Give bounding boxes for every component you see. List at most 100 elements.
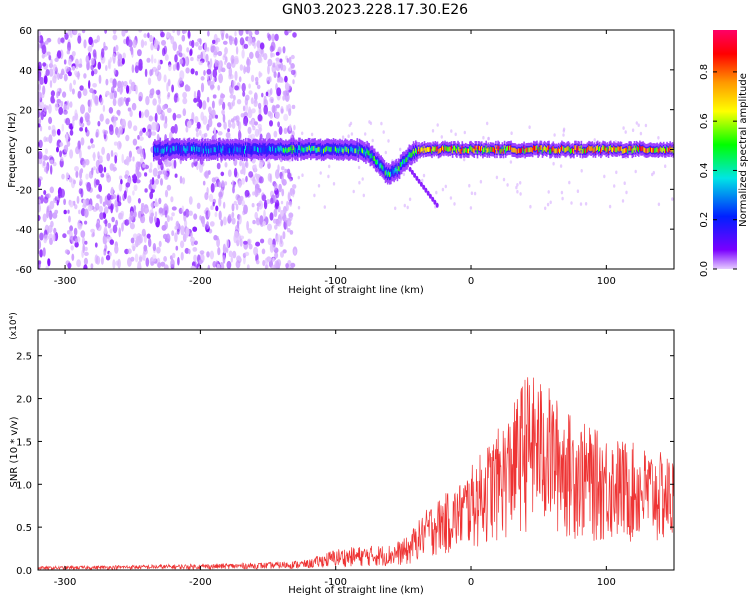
spectrogram-cell: [431, 196, 435, 202]
spectrogram-cell: [163, 203, 168, 214]
spectrogram-cell: [234, 37, 238, 46]
spectrogram-cell: [137, 135, 140, 140]
spectrogram-cell: [66, 140, 71, 147]
spectrogram-cell: [189, 147, 192, 153]
spectrogram-cell: [580, 169, 583, 173]
spectrogram-cell: [118, 142, 122, 149]
spectrogram-cell: [261, 194, 267, 202]
spectrogram-cell: [275, 51, 280, 56]
spectrogram-cell: [157, 174, 161, 179]
spectrogram-cell: [85, 55, 90, 64]
spectrogram-cell: [149, 34, 153, 43]
spectrogram-cell: [378, 161, 380, 167]
spectrogram-cell: [160, 31, 165, 38]
spectrogram-cell: [64, 65, 70, 73]
spectrogram-cell: [171, 230, 175, 237]
spectrogram-cell: [341, 147, 343, 152]
spectrogram-cell: [119, 85, 123, 95]
spectrogram-cell: [144, 68, 148, 78]
spectrogram-cell: [238, 214, 242, 225]
spectrogram-cell: [128, 150, 132, 159]
spectrogram-cell: [207, 264, 211, 269]
spectrogram-cell: [66, 172, 70, 179]
spectrogram-cell: [83, 257, 88, 265]
spectrogram-cell: [193, 90, 197, 101]
spectrogram-cell: [199, 38, 202, 45]
spectrogram-cell: [102, 104, 106, 113]
spectrogram-cell: [216, 263, 221, 269]
spectrogram-cell: [210, 45, 215, 53]
spectrogram-cell: [44, 40, 49, 45]
spectrogram-cell: [204, 132, 208, 138]
spectrogram-cell: [131, 243, 137, 250]
spectrogram-cell: [246, 149, 248, 154]
spectrogram-cell: [130, 256, 135, 262]
spectrogram-cell: [145, 95, 150, 106]
spectrogram-cell: [234, 230, 239, 240]
spectrogram-cell: [84, 246, 88, 252]
spectrogram-cell: [161, 39, 166, 46]
spectrogram-cell: [286, 58, 289, 63]
spectrogram-cell: [261, 148, 263, 153]
spectrogram-cell: [165, 233, 171, 244]
spectrogram-cell: [203, 70, 206, 76]
spectrogram-cell: [95, 179, 100, 186]
spectrogram-cell: [280, 235, 283, 245]
spectrogram-cell: [95, 202, 100, 211]
snr-y-label: SNR (10 * v/v): [9, 416, 20, 487]
colorbar-label: Normalized spectral amplitude: [738, 73, 749, 227]
spectrogram-cell: [155, 178, 159, 185]
spectrogram-cell: [220, 93, 226, 99]
spectrogram-cell: [127, 120, 132, 129]
spectrogram-cell: [639, 145, 641, 150]
spectrogram-cell: [149, 93, 154, 99]
spectrogram-cell: [101, 146, 105, 155]
spectrogram-cell: [224, 148, 227, 153]
spectrogram-cell: [408, 197, 412, 202]
spectrogram-cell: [163, 147, 166, 153]
spectrogram-cell: [222, 40, 228, 45]
spectrogram-cell: [52, 64, 57, 72]
spectrogram-cell: [327, 146, 329, 151]
spectrogram-cell: [65, 133, 69, 143]
spectrogram-cell: [389, 172, 391, 177]
spectrogram-cell: [274, 111, 280, 120]
spectrogram-cell: [339, 146, 341, 152]
spectrogram-cell: [588, 145, 590, 151]
spectrogram-cell: [272, 62, 276, 68]
spectrogram-cell: [203, 171, 209, 178]
spectrogram-cell: [264, 145, 267, 151]
spectrogram-cell: [595, 146, 598, 151]
spectrogram-cell: [48, 116, 53, 124]
spectrogram-cell: [163, 104, 168, 109]
x-tick-label: -300: [54, 577, 77, 588]
spectrogram-cell: [212, 94, 217, 99]
spectrogram-cell: [394, 168, 396, 173]
spectrogram-cell: [470, 145, 472, 151]
spectrogram-cell: [424, 187, 428, 193]
spectrogram-cell: [615, 147, 617, 153]
spectrogram-cell: [179, 175, 183, 184]
spectrogram-cell: [218, 145, 220, 151]
spectrogram-cell: [254, 146, 257, 151]
spectrogram-cell: [382, 130, 385, 134]
spectrogram-cell: [369, 154, 372, 159]
spectrogram-cell: [288, 124, 292, 131]
spectrogram-cell: [212, 261, 217, 268]
spectrogram-cell: [253, 146, 256, 152]
spectrogram-cell: [112, 30, 117, 35]
spectrogram-cell: [105, 90, 110, 96]
spectrogram-cell: [251, 108, 256, 114]
spectrogram-cell: [455, 147, 457, 153]
spectrogram-cell: [166, 82, 169, 92]
spectrogram-cell: [48, 134, 53, 144]
spectrogram-cell: [255, 146, 258, 152]
spectrogram-cell: [112, 78, 117, 88]
spectrogram-cell: [250, 74, 255, 83]
spectrogram-cell: [50, 95, 55, 104]
spectrogram-cell: [587, 147, 589, 152]
spectrogram-cell: [367, 150, 369, 155]
spectrogram-cell: [191, 162, 194, 168]
spectrogram-cell: [504, 148, 507, 154]
